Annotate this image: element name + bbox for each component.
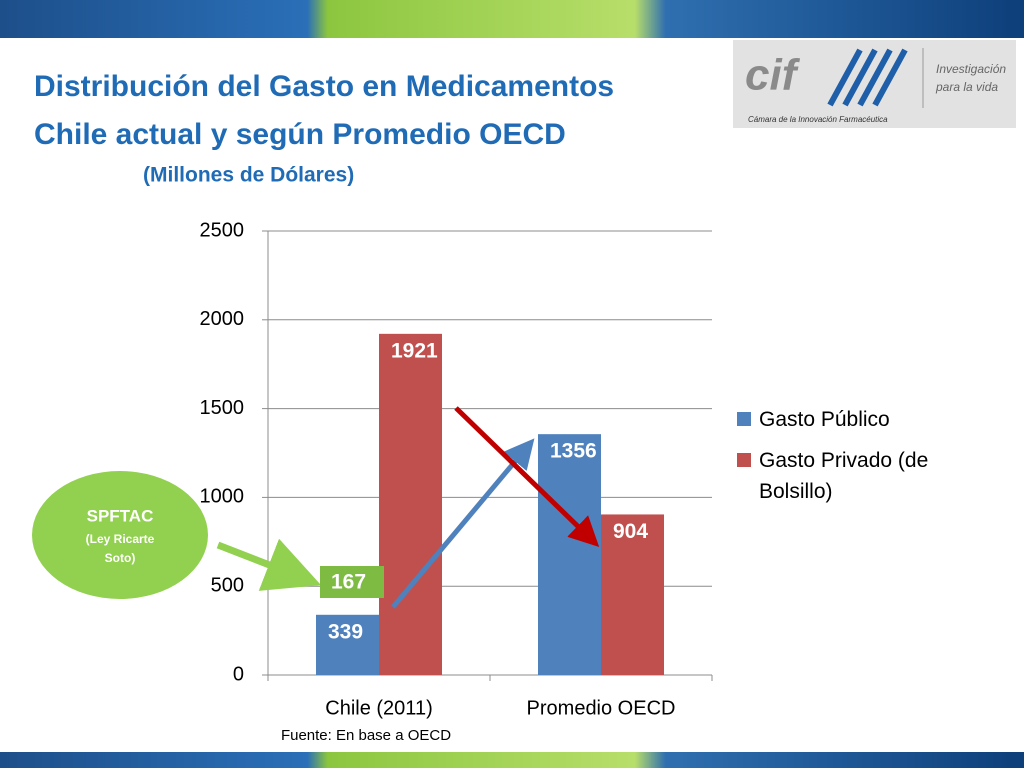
y-tick-label: 2000	[200, 308, 245, 330]
y-tick-label: 0	[233, 663, 244, 685]
callout-value-box	[320, 566, 384, 598]
callout-bubble	[32, 471, 208, 599]
subtitle: (Millones de Dólares)	[143, 164, 354, 187]
bar	[538, 434, 601, 675]
y-tick-label: 1000	[200, 486, 245, 508]
x-tick-label: Chile (2011)	[325, 697, 432, 719]
title: Distribución del Gasto en Medicamentos	[34, 70, 614, 103]
logo-brand: cif	[745, 51, 801, 100]
bar	[316, 614, 379, 675]
arrow	[454, 406, 600, 547]
logo-caption: Cámara de la Innovación Farmacéutica	[748, 115, 888, 124]
data-label: 1356	[550, 440, 597, 463]
legend-swatch	[737, 412, 751, 426]
callout-title: SPFTAC	[87, 506, 154, 525]
bar	[601, 514, 664, 675]
bottom-band	[0, 752, 1024, 768]
title: Chile actual y según Promedio OECD	[34, 118, 566, 151]
plot: 0 500 1000 1500 2000 2500 Chile (2011) 339 1921 P…	[200, 219, 713, 719]
logo-icon	[827, 48, 908, 107]
legend-label: Gasto Privado (de Bolsillo)	[759, 449, 929, 503]
data-label: 1921	[391, 339, 438, 362]
logo-tagline: Investigación	[936, 62, 1006, 76]
y-tick-label: 500	[211, 574, 244, 596]
y-tick-label: 2500	[200, 219, 245, 241]
arrow	[216, 538, 322, 591]
callout-subtitle: (Ley Ricarte Soto)	[85, 532, 155, 565]
legend-swatch	[737, 453, 751, 467]
callout-value: 167	[331, 571, 366, 594]
bar	[379, 333, 442, 675]
legend-entry: Gasto Público	[737, 404, 977, 435]
data-label: 904	[613, 520, 648, 543]
top-band	[0, 0, 1024, 38]
y-tick-label: 1500	[200, 397, 245, 419]
logo-tagline: para la vida	[935, 80, 998, 94]
source: Fuente: En base a OECD	[281, 727, 451, 744]
x-tick-label: Promedio OECD	[527, 697, 676, 719]
legend: Gasto Público Gasto Privado (de Bolsillo)	[737, 404, 977, 517]
arrow	[391, 438, 535, 609]
data-label: 339	[328, 620, 363, 643]
legend-label: Gasto Público	[759, 408, 890, 431]
legend-entry: Gasto Privado (de Bolsillo)	[737, 445, 977, 507]
